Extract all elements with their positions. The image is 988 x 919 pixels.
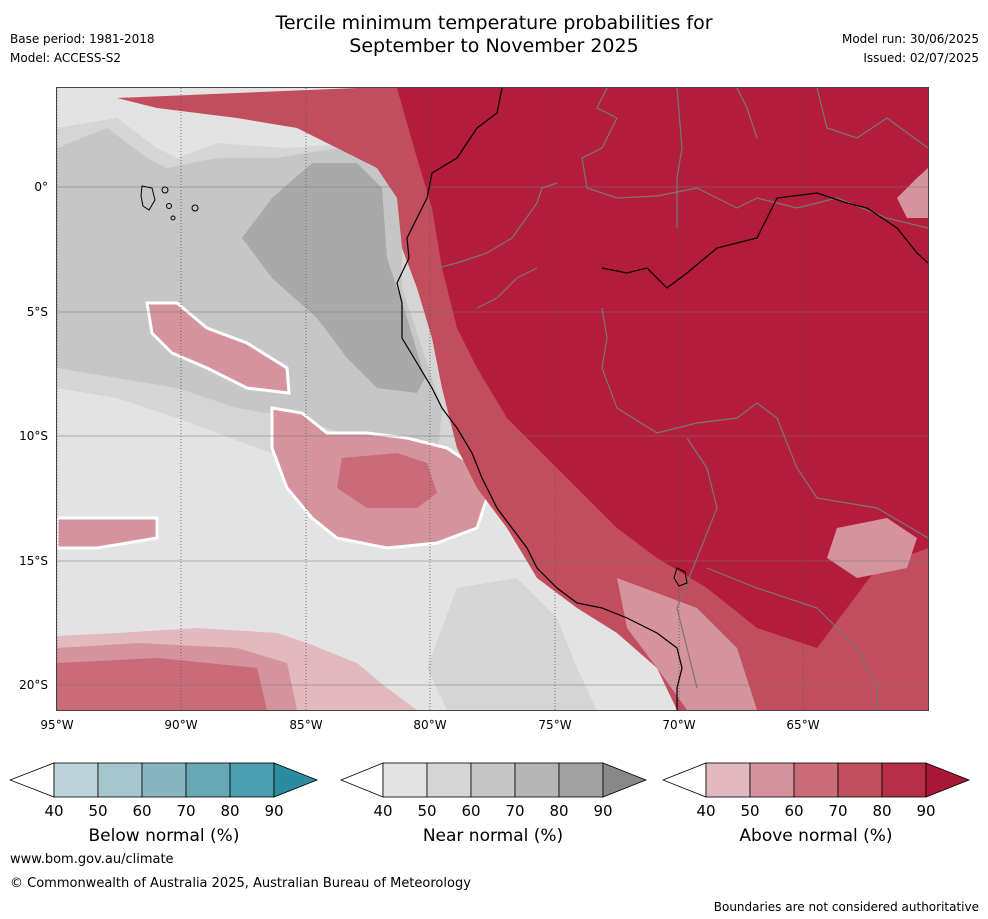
cb-near-seg-5 <box>558 762 604 798</box>
above-normal-patch-galapagos <box>145 301 291 395</box>
above-normal-patch-west <box>57 516 159 550</box>
cb-above-seg-6 <box>925 762 971 798</box>
model-run: Model run: 30/06/2025 <box>841 32 979 46</box>
cb-above-tick-40: 40 <box>696 802 716 820</box>
near-normal-50-zone-south <box>427 578 597 710</box>
colorbar-title-below: Below normal (%) <box>88 826 240 846</box>
cb-below-tick-40: 40 <box>44 802 64 820</box>
cb-below-seg-0 <box>8 762 55 798</box>
lat-label-0: 0° <box>34 180 48 194</box>
cb-above-tick-60: 60 <box>784 802 804 820</box>
lon-label-65w: 65°W <box>786 718 820 732</box>
cb-below-tick-60: 60 <box>132 802 152 820</box>
country-borders <box>436 88 928 710</box>
colorbar-above-normal <box>661 762 972 800</box>
lat-label-10s: 10°S <box>19 429 48 443</box>
cb-near-seg-6 <box>602 762 648 798</box>
map-border <box>56 87 929 711</box>
colorbar-below-svg <box>8 762 319 798</box>
lat-label-15s: 15°S <box>19 554 48 568</box>
lat-label-5s: 5°S <box>26 305 48 319</box>
near-normal-70-zone <box>242 163 425 393</box>
footer-url[interactable]: www.bom.gov.au/climate <box>10 852 174 867</box>
lat-label-20s: 20°S <box>19 678 48 692</box>
graticule-lat <box>57 186 928 686</box>
footer-disclaimer: Boundaries are not considered authoritat… <box>713 900 979 914</box>
cb-below-seg-2 <box>97 762 143 798</box>
base-period: Base period: 1981-2018 <box>10 32 155 46</box>
colorbar-title-above: Above normal (%) <box>739 826 893 846</box>
amazon-river <box>601 192 928 289</box>
cb-below-seg-4 <box>185 762 231 798</box>
cb-below-tick-80: 80 <box>220 802 240 820</box>
title-line-1: Tercile minimum temperature probabilitie… <box>275 12 713 34</box>
cb-near-tick-50: 50 <box>417 802 437 820</box>
cb-above-seg-0 <box>661 762 707 798</box>
cb-above-seg-2 <box>749 762 795 798</box>
above-normal-ne-patch <box>897 168 928 218</box>
above-normal-60-patch <box>337 453 437 508</box>
coastline <box>396 88 683 710</box>
above-normal-altiplano <box>617 578 757 710</box>
lake-titicaca <box>673 567 688 587</box>
cb-below-tick-90: 90 <box>264 802 284 820</box>
cb-near-seg-2 <box>426 762 472 798</box>
cb-near-tick-70: 70 <box>505 802 525 820</box>
cb-near-tick-40: 40 <box>373 802 393 820</box>
lon-label-90w: 90°W <box>164 718 198 732</box>
lon-label-75w: 75°W <box>538 718 572 732</box>
colorbar-above-svg <box>661 762 971 798</box>
page-title: Tercile minimum temperature probabilitie… <box>0 12 988 58</box>
cb-above-tick-50: 50 <box>740 802 760 820</box>
cb-below-tick-70: 70 <box>176 802 196 820</box>
cb-below-seg-3 <box>141 762 187 798</box>
colorbar-near-svg <box>339 762 648 798</box>
cb-near-seg-0 <box>339 762 384 798</box>
model-name: Model: ACCESS-S2 <box>10 51 122 65</box>
title-line-2: September to November 2025 <box>349 35 639 57</box>
cb-above-seg-4 <box>837 762 883 798</box>
cb-near-seg-1 <box>382 762 428 798</box>
lon-label-80w: 80°W <box>413 718 447 732</box>
cb-above-tick-80: 80 <box>872 802 892 820</box>
colorbar-title-near: Near normal (%) <box>422 826 564 846</box>
cb-below-tick-50: 50 <box>88 802 108 820</box>
above-normal-inland-patch <box>827 518 917 578</box>
galapagos-islands <box>140 185 199 221</box>
cb-below-seg-5 <box>229 762 275 798</box>
cb-near-tick-80: 80 <box>549 802 569 820</box>
above-normal-60-sw <box>57 658 267 710</box>
colorbar-below-normal <box>8 762 319 800</box>
cb-near-seg-3 <box>470 762 516 798</box>
cb-near-tick-60: 60 <box>461 802 481 820</box>
cb-below-seg-1 <box>53 762 99 798</box>
cb-above-tick-70: 70 <box>828 802 848 820</box>
above-normal-80-zone <box>397 88 928 648</box>
cb-above-seg-3 <box>793 762 839 798</box>
lon-label-85w: 85°W <box>289 718 323 732</box>
footer-copyright: © Commonwealth of Australia 2025, Austra… <box>10 876 471 891</box>
probability-map <box>57 88 928 710</box>
cb-above-tick-90: 90 <box>916 802 936 820</box>
lon-label-95w: 95°W <box>40 718 74 732</box>
colorbar-near-normal <box>339 762 650 800</box>
map-canvas <box>57 88 928 710</box>
cb-above-seg-5 <box>881 762 927 798</box>
cb-below-seg-6 <box>273 762 319 798</box>
cb-above-seg-1 <box>705 762 751 798</box>
issued-date: Issued: 02/07/2025 <box>863 51 979 65</box>
lon-label-70w: 70°W <box>662 718 696 732</box>
cb-near-seg-4 <box>514 762 560 798</box>
cb-near-tick-90: 90 <box>593 802 613 820</box>
